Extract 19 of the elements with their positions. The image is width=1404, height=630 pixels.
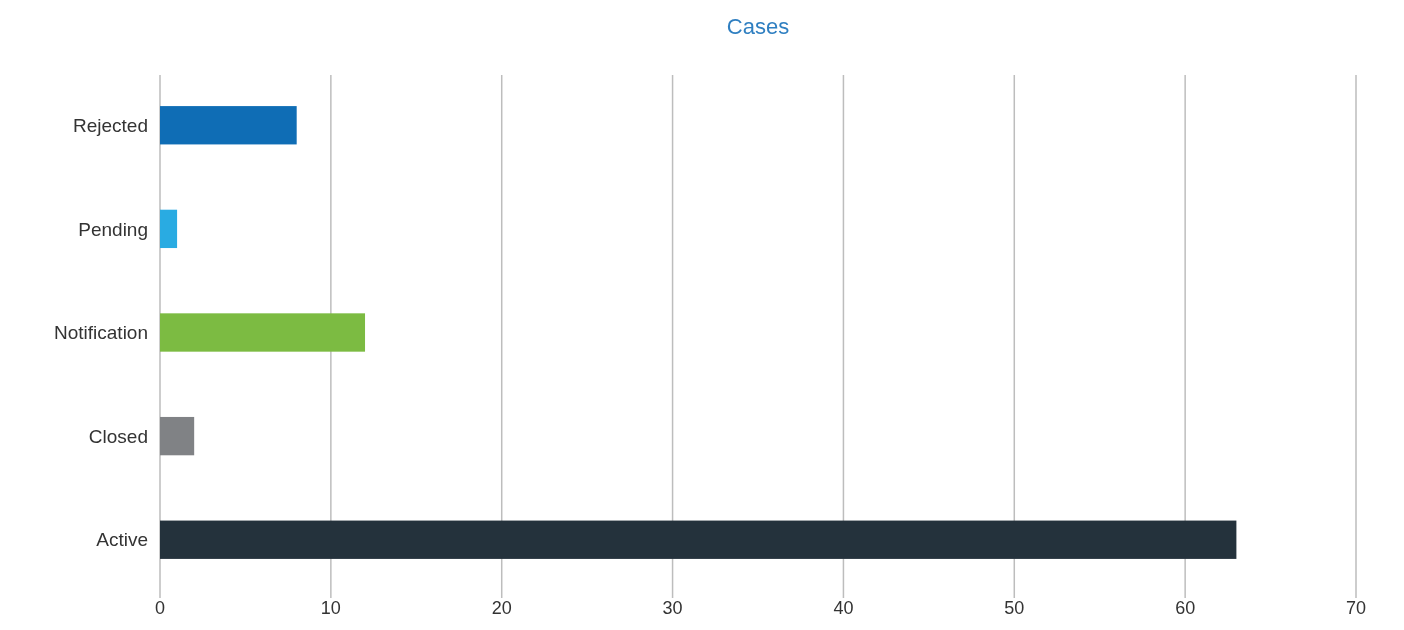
y-tick-label: Rejected bbox=[73, 114, 148, 136]
chart-title: Cases bbox=[726, 14, 790, 39]
bar bbox=[160, 106, 297, 145]
y-tick-label: Active bbox=[96, 529, 148, 551]
y-tick-label: Pending bbox=[78, 218, 148, 240]
bar bbox=[160, 209, 178, 249]
x-tick-label: 70 bbox=[1345, 598, 1367, 618]
bar bbox=[160, 520, 1237, 559]
x-tick-label: 20 bbox=[491, 598, 512, 618]
bar bbox=[160, 416, 195, 456]
y-tick-label: Notification bbox=[54, 322, 148, 344]
x-tick-label: 0 bbox=[154, 598, 166, 618]
bar bbox=[160, 313, 366, 352]
x-tick-label: 10 bbox=[320, 598, 341, 618]
x-tick-label: 60 bbox=[1175, 598, 1196, 618]
x-tick-label: 40 bbox=[833, 598, 854, 618]
x-tick-label: 30 bbox=[662, 598, 683, 618]
x-tick-label: 50 bbox=[1004, 598, 1025, 618]
y-tick-label: Closed bbox=[88, 425, 148, 447]
